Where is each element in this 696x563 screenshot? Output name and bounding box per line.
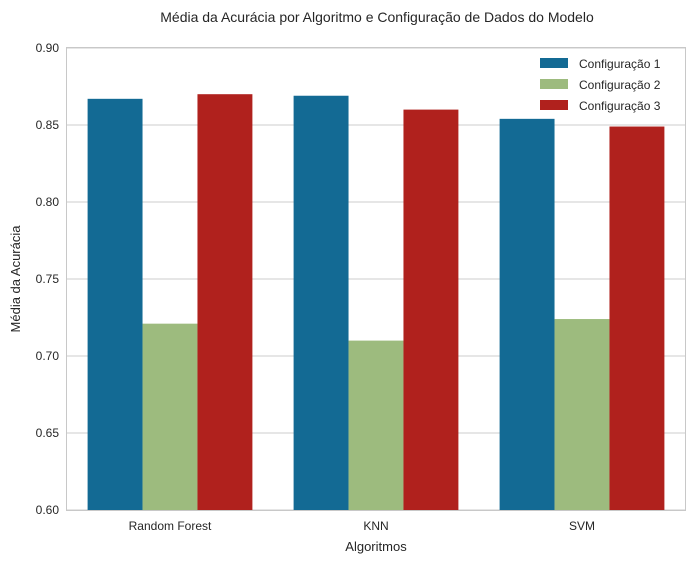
bar-2-random-forest — [142, 323, 198, 510]
y-tick-label: 0.65 — [36, 426, 60, 440]
y-tick-label: 0.80 — [36, 195, 60, 209]
legend-label: Configuração 3 — [579, 99, 661, 113]
y-tick-label: 0.70 — [36, 349, 60, 363]
legend-swatch — [540, 79, 568, 89]
y-tick-label: 0.60 — [36, 503, 60, 517]
legend-label: Configuração 2 — [579, 78, 661, 92]
legend-swatch — [540, 58, 568, 68]
x-tick-label: KNN — [363, 519, 388, 533]
bar-3-svm — [609, 126, 665, 510]
x-axis-label: Algoritmos — [345, 539, 407, 554]
y-axis-ticks: 0.60 0.65 0.70 0.75 0.80 0.85 0.90 — [36, 41, 60, 517]
y-tick-label: 0.75 — [36, 272, 60, 286]
plot-frame — [66, 47, 686, 511]
bar-2-knn — [348, 340, 404, 510]
bar-1-knn — [293, 95, 349, 511]
bars — [87, 94, 665, 511]
x-tick-label: Random Forest — [129, 519, 212, 533]
bar-3-knn — [403, 109, 459, 510]
bar-1-random-forest — [87, 98, 143, 510]
bar-3-random-forest — [197, 94, 253, 510]
y-axis-label: Média da Acurácia — [8, 225, 23, 333]
legend: Configuração 1 Configuração 2 Configuração… — [540, 57, 661, 113]
bar-1-svm — [499, 118, 555, 510]
legend-swatch — [540, 100, 568, 110]
chart-title: Média da Acurácia por Algoritmo e Config… — [160, 9, 594, 25]
y-tick-label: 0.90 — [36, 41, 60, 55]
x-axis-ticks: Random Forest KNN SVM — [129, 519, 595, 533]
bar-2-svm — [554, 319, 610, 510]
y-tick-label: 0.85 — [36, 118, 60, 132]
x-tick-label: SVM — [569, 519, 595, 533]
legend-label: Configuração 1 — [579, 57, 661, 71]
